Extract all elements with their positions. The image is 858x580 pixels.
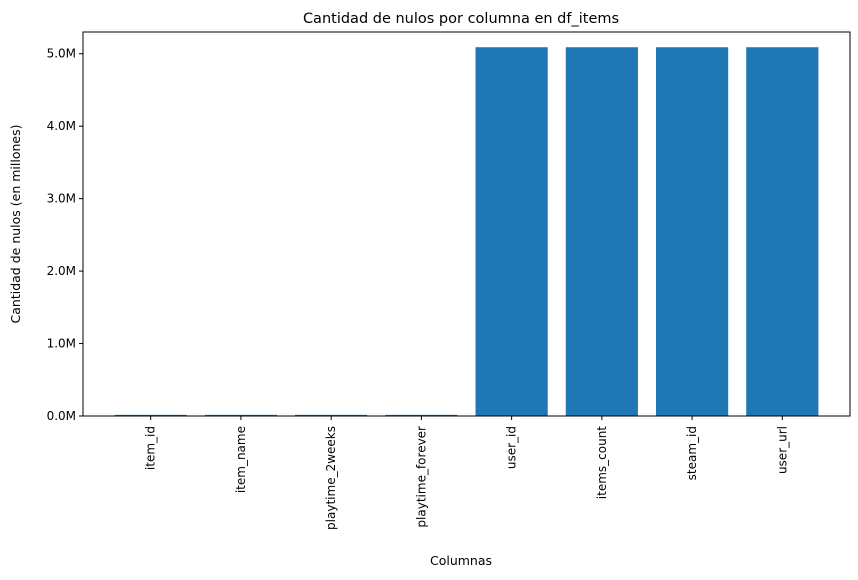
y-axis-label: Cantidad de nulos (en millones) bbox=[8, 125, 23, 324]
bar-item_id bbox=[114, 414, 187, 416]
y-tick-label: 5.0M bbox=[47, 47, 76, 61]
y-tick-label: 4.0M bbox=[47, 119, 76, 133]
x-tick-label: user_id bbox=[505, 426, 519, 469]
bar-user_id bbox=[475, 47, 548, 417]
bar-user_url bbox=[746, 47, 819, 417]
bar-playtime_2weeks bbox=[295, 414, 368, 416]
x-axis: item_id item_name playtime_2weeks playtime_… bbox=[144, 416, 789, 530]
x-tick-label: item_name bbox=[234, 426, 248, 493]
bar-steam_id bbox=[655, 47, 729, 417]
x-axis-label: Columnas bbox=[430, 553, 492, 568]
y-tick-label: 1.0M bbox=[47, 337, 76, 351]
bar-items_count bbox=[565, 47, 638, 417]
x-tick-label: user_url bbox=[775, 426, 789, 474]
bar-item_name bbox=[204, 414, 278, 416]
plot-frame bbox=[82, 31, 851, 417]
y-tick-label: 0.0M bbox=[47, 409, 76, 423]
x-tick-label: steam_id bbox=[685, 426, 699, 480]
chart-title: Cantidad de nulos por columna en df_item… bbox=[303, 11, 619, 27]
bar-playtime_forever bbox=[385, 414, 458, 416]
bars-group bbox=[114, 47, 819, 417]
y-tick-label: 3.0M bbox=[47, 192, 76, 206]
x-tick-label: playtime_2weeks bbox=[324, 426, 338, 530]
y-axis: 0.0M 1.0M 2.0M 3.0M 4.0M 5.0M bbox=[47, 47, 83, 423]
y-tick-label: 2.0M bbox=[47, 264, 76, 278]
x-tick-label: playtime_forever bbox=[414, 426, 428, 528]
x-tick-label: items_count bbox=[595, 426, 609, 500]
x-tick-label: item_id bbox=[144, 426, 158, 470]
